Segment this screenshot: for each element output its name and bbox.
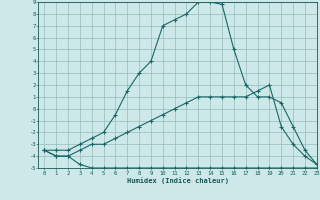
X-axis label: Humidex (Indice chaleur): Humidex (Indice chaleur) [127,177,228,184]
